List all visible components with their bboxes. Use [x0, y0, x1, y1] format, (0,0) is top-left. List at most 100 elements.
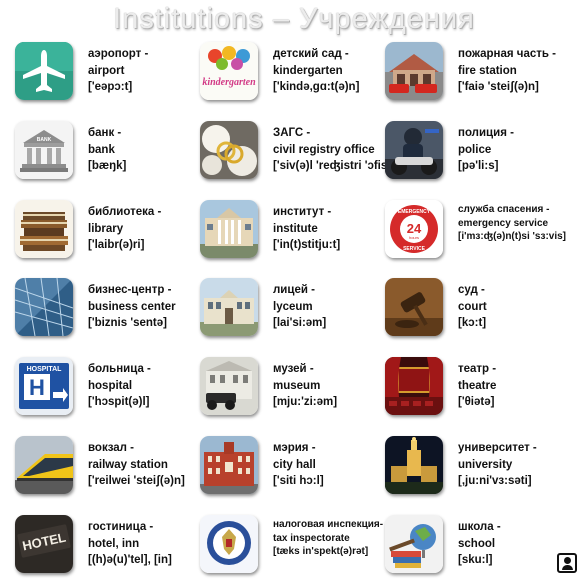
theatre-stage-icon: [385, 357, 443, 415]
city-hall-icon: [200, 436, 258, 494]
label-ru: детский сад -: [273, 48, 349, 60]
user-badge-icon[interactable]: [557, 553, 577, 573]
item-school: школа - school [sku:l]: [385, 515, 575, 585]
item-kindergarten: kindergarten детский сад - kindergarten …: [200, 42, 390, 112]
item-airport: аэропорт - airport ['eəpɔ:t]: [15, 42, 205, 112]
label-en: emergency service: [458, 217, 549, 229]
label-ru: мэрия -: [273, 442, 316, 454]
label-transcription: [i'mɜ:ʤ(ə)n(t)si 'sɜ:vis]: [458, 231, 567, 242]
label-en: civil registry office: [273, 143, 375, 156]
label-en: school: [458, 537, 496, 550]
label-en: business center: [88, 300, 176, 313]
label-transcription: ['laibr(ə)ri]: [88, 239, 145, 251]
item-theatre: театр - theatre ['θiətə]: [385, 357, 575, 427]
item-tax-inspectorate: налоговая инспекция- tax inspectorate [t…: [200, 515, 390, 585]
label-en: theatre: [458, 379, 497, 392]
item-police: полиция - police [pə'li:s]: [385, 121, 575, 191]
books-icon: [15, 200, 73, 258]
item-railway-station: вокзал - railway station ['reilwei 'stei…: [15, 436, 205, 506]
label-en: airport: [88, 64, 125, 77]
tax-emblem-icon: [200, 515, 258, 573]
item-hotel: HOTEL гостиница - hotel, inn [(h)ə(u)'te…: [15, 515, 205, 585]
label-en: kindergarten: [273, 64, 343, 77]
label-en: fire station: [458, 64, 517, 77]
label-en: university: [458, 458, 513, 471]
bank-icon: BANK: [15, 121, 73, 179]
label-en: museum: [273, 379, 321, 392]
label-ru: гостиница -: [88, 521, 154, 533]
item-institute: институт - institute ['in(t)stitju:t]: [200, 200, 390, 270]
lyceum-building-icon: [200, 278, 258, 336]
label-transcription: [tæks in'spekt(ə)rət]: [273, 546, 369, 557]
label-transcription: ['θiətə]: [458, 396, 495, 408]
wedding-rings-icon: [200, 121, 258, 179]
gavel-icon: [385, 278, 443, 336]
label-en: railway station: [88, 458, 168, 471]
label-transcription: ['kində,gɑ:t(ə)n]: [273, 81, 360, 93]
icon-caption-number: 24: [407, 221, 422, 236]
label-en: institute: [273, 222, 318, 235]
item-library: библиотека - library ['laibr(ə)ri]: [15, 200, 205, 270]
item-lyceum: лицей - lyceum [lai'si:əm]: [200, 278, 390, 348]
icon-caption: HOSPITAL: [27, 366, 63, 373]
item-city-hall: мэрия - city hall ['siti hɔ:l]: [200, 436, 390, 506]
label-ru: школа -: [458, 521, 501, 533]
label-transcription: [(h)ə(u)'tel], [in]: [88, 554, 172, 566]
label-en: police: [458, 143, 492, 156]
label-ru: ЗАГС -: [273, 127, 311, 139]
item-bank: BANK банк - bank [bæŋk]: [15, 121, 205, 191]
icon-caption-top: EMERGENCY: [398, 209, 431, 215]
label-ru: музей -: [273, 363, 314, 375]
label-ru: институт -: [273, 206, 332, 218]
label-transcription: ['in(t)stitju:t]: [273, 239, 341, 251]
label-ru: банк -: [88, 127, 122, 139]
label-en: hotel, inn: [88, 537, 140, 550]
icon-caption-bottom: SERVICE: [403, 246, 426, 252]
item-registry-office: ЗАГС - civil registry office ['siv(ə)l '…: [200, 121, 391, 191]
page-title: Institutions – Учреждения: [113, 3, 475, 35]
train-icon: [15, 436, 73, 494]
label-transcription: [sku:l]: [458, 554, 493, 566]
school-supplies-icon: [385, 515, 443, 573]
label-ru: полиция -: [458, 127, 514, 139]
label-transcription: [kɔ:t]: [458, 317, 487, 329]
label-ru: вокзал -: [88, 442, 134, 454]
label-transcription: ['siti hɔ:l]: [273, 475, 324, 487]
business-center-icon: [15, 278, 73, 336]
emergency-24-icon: EMERGENCY 24 hours SERVICE: [385, 200, 443, 258]
label-transcription: [pə'li:s]: [458, 160, 499, 172]
icon-letter: H: [29, 375, 45, 400]
item-emergency-service: EMERGENCY 24 hours SERVICE служба спасен…: [385, 200, 575, 270]
label-ru: бизнес-центр -: [88, 284, 172, 296]
kindergarten-icon: kindergarten: [200, 42, 258, 100]
item-court: суд - court [kɔ:t]: [385, 278, 575, 348]
item-fire-station: пожарная часть - fire station ['faiə 'st…: [385, 42, 575, 112]
label-en: court: [458, 300, 487, 313]
label-ru: аэропорт -: [88, 48, 149, 60]
label-en: tax inspectorate: [273, 532, 350, 544]
label-en: city hall: [273, 458, 316, 471]
label-transcription: [mju:'zi:əm]: [273, 396, 338, 408]
label-en: library: [88, 222, 124, 235]
icon-caption: BANK: [37, 137, 52, 143]
label-transcription: ['hɔspit(ə)l]: [88, 396, 150, 408]
label-transcription: ['eəpɔ:t]: [88, 81, 133, 93]
label-en: bank: [88, 143, 115, 156]
police-icon: [385, 121, 443, 179]
label-ru: библиотека -: [88, 206, 162, 218]
hospital-sign-icon: HOSPITAL H: [15, 357, 73, 415]
item-hospital: HOSPITAL H больница - hospital ['hɔspit(…: [15, 357, 205, 427]
label-transcription: ['biznis 'sentə]: [88, 317, 167, 329]
hotel-sign-icon: HOTEL: [15, 515, 73, 573]
institute-building-icon: [200, 200, 258, 258]
item-museum: музей - museum [mju:'zi:əm]: [200, 357, 390, 427]
item-university: университет - university [,ju:ni'vɜ:səti…: [385, 436, 575, 506]
label-ru: пожарная часть -: [458, 48, 556, 60]
icon-caption: kindergarten: [202, 77, 256, 88]
label-transcription: ['faiə 'steiʃ(ə)n]: [458, 81, 539, 93]
label-en: lyceum: [273, 300, 313, 313]
label-transcription: ['reilwei 'steiʃ(ə)n]: [88, 475, 185, 487]
item-business-center: бизнес-центр - business center ['biznis …: [15, 278, 205, 348]
label-transcription: [bæŋk]: [88, 160, 127, 172]
label-ru: университет -: [458, 442, 537, 454]
